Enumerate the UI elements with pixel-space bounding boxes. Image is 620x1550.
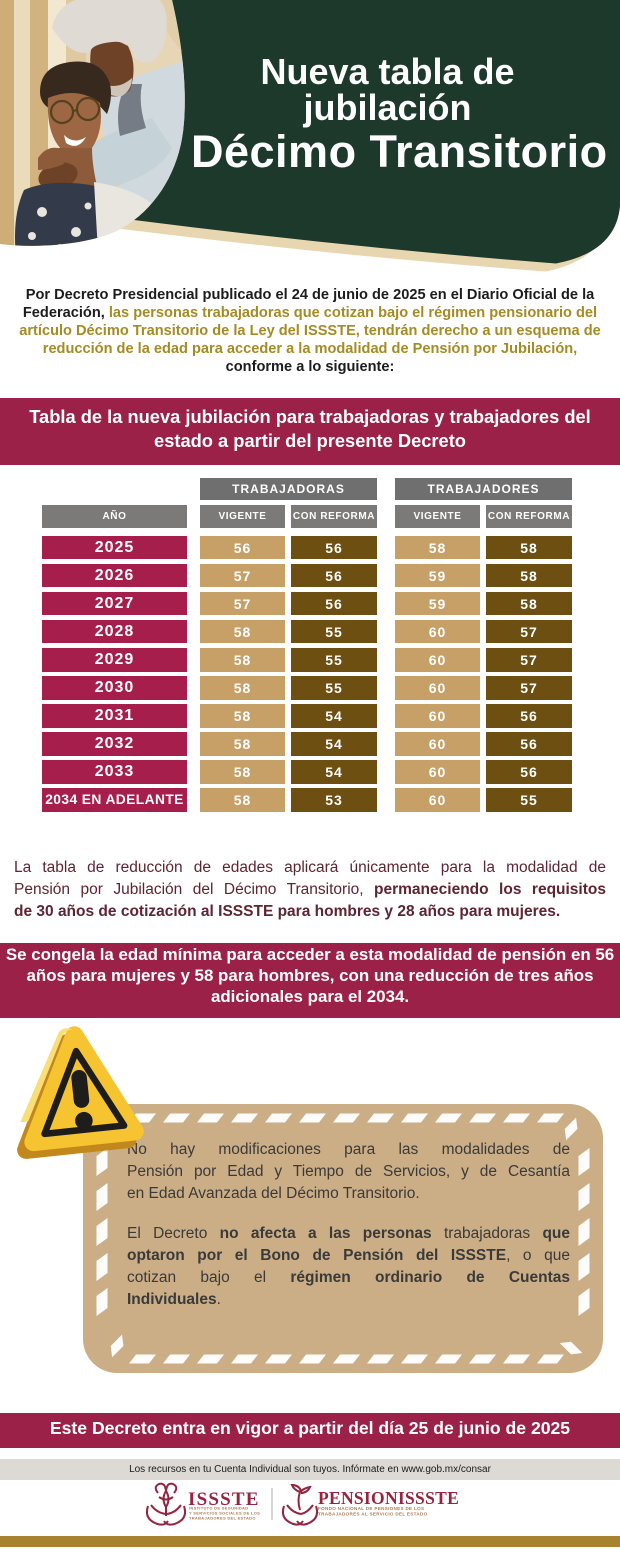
svg-text:FONDO NACIONAL DE PENSIONES DE: FONDO NACIONAL DE PENSIONES DE LOS [318,1506,424,1511]
svg-text:INSTITUTO DE SEGURIDAD: INSTITUTO DE SEGURIDAD [189,1506,248,1511]
svg-text:TRABAJADORES AL SERVICIO DEL E: TRABAJADORES AL SERVICIO DEL ESTADO [318,1512,428,1517]
svg-text:TRABAJADORES DEL ESTADO: TRABAJADORES DEL ESTADO [189,1516,256,1521]
svg-text:ISSSTE: ISSSTE [188,1489,260,1510]
svg-text:PENSIONISSSTE: PENSIONISSSTE [318,1488,459,1508]
svg-text:Y SERVICIOS SOCIALES DE LOS: Y SERVICIOS SOCIALES DE LOS [189,1511,260,1516]
